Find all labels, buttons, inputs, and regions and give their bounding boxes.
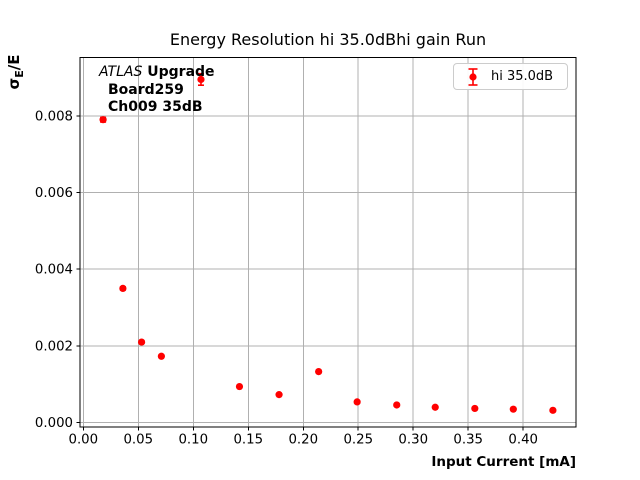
data-point — [315, 368, 323, 376]
data-point — [353, 398, 361, 406]
annotation-experiment: ATLAS — [99, 64, 143, 80]
y-axis-label: σE/E — [5, 32, 26, 112]
x-tick-label: 0.00 — [68, 433, 98, 448]
data-point — [549, 406, 557, 414]
data-point — [471, 404, 479, 413]
annotation-block: ATLAS Upgrade Board259 Ch009 35dB — [99, 64, 215, 117]
y-axis-label-subscript: E — [13, 70, 26, 78]
x-tick-label: 0.05 — [123, 433, 153, 448]
data-point — [393, 401, 401, 409]
y-axis-label-rest: /E — [5, 54, 23, 71]
y-tick-label: 0.006 — [35, 186, 73, 201]
data-point — [275, 391, 283, 399]
x-tick-label: 0.30 — [398, 433, 428, 448]
errorbar-marker-icon — [468, 67, 478, 86]
y-axis-label-sigma: σ — [5, 77, 23, 90]
chart-title: Energy Resolution hi 35.0dBhi gain Run — [169, 30, 487, 49]
data-point — [431, 403, 439, 411]
data-point — [119, 284, 127, 293]
x-tick-label: 0.15 — [233, 433, 263, 448]
y-tick-label: 0.000 — [35, 416, 73, 431]
x-tick-label: 0.40 — [508, 433, 538, 448]
legend-series-label: hi 35.0dB — [491, 69, 554, 84]
y-tick-label: 0.004 — [35, 263, 73, 278]
annotation-upgrade-text: Upgrade — [147, 64, 215, 80]
annotation-line-2: Board259 — [108, 81, 184, 98]
data-point — [235, 382, 244, 391]
y-tick-label: 0.002 — [35, 339, 73, 354]
data-point — [509, 405, 517, 413]
y-tick-label: 0.008 — [35, 109, 73, 124]
annotation-line-3: Ch009 35dB — [108, 99, 203, 115]
legend: hi 35.0dB — [453, 63, 568, 90]
data-point — [99, 116, 107, 124]
x-tick-label: 0.10 — [178, 433, 208, 448]
x-tick-label: 0.35 — [453, 433, 483, 448]
annotation-line-1: ATLAS Upgrade — [99, 64, 215, 82]
x-tick-label: 0.25 — [343, 433, 373, 448]
x-axis-label: Input Current [mA] — [431, 454, 576, 470]
axes-spines — [79, 57, 577, 428]
x-tick-label: 0.20 — [288, 433, 318, 448]
data-point — [157, 352, 165, 360]
data-point — [197, 75, 205, 84]
data-point — [137, 338, 146, 346]
